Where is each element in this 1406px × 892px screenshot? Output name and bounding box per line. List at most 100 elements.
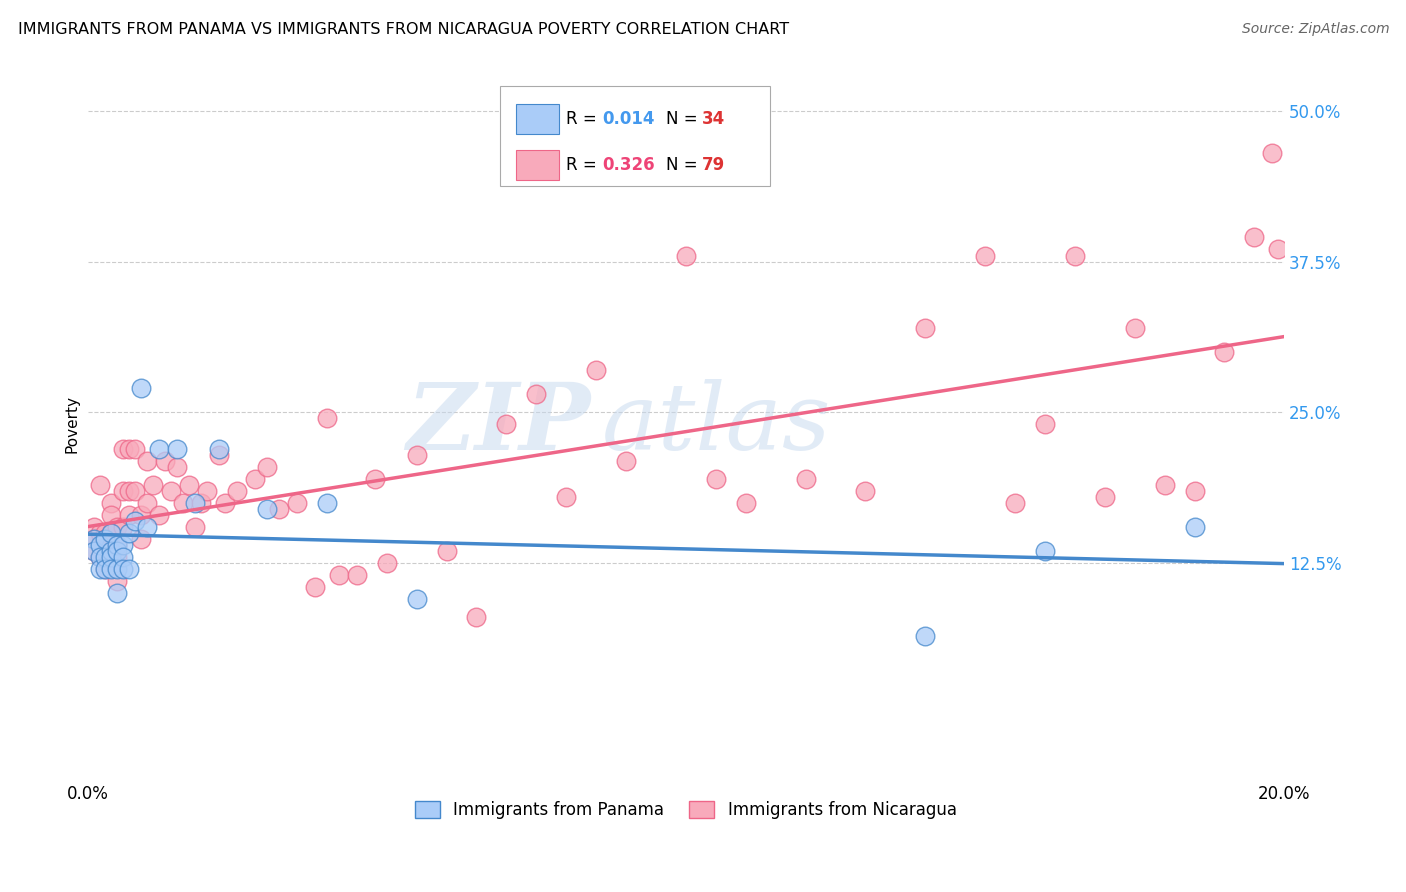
Point [1004,496,1026,510]
Point [112,538,135,552]
Point [107,550,129,565]
Point [112,550,135,565]
Point [436,544,458,558]
Point [1063,248,1085,262]
Point [166,459,188,474]
Point [1267,243,1289,257]
Point [974,248,997,262]
Point [160,483,183,498]
Point [83,532,105,546]
Point [142,477,165,491]
Text: N =: N = [665,110,703,128]
Point [100,508,122,522]
Point [495,417,517,432]
Point [124,442,146,456]
Point [112,483,135,498]
Point [1261,145,1284,160]
Point [112,442,135,456]
Text: 34: 34 [702,110,724,128]
Legend: Immigrants from Panama, Immigrants from Nicaragua: Immigrants from Panama, Immigrants from … [408,794,963,825]
Point [179,477,201,491]
Point [304,580,326,594]
Point [256,459,278,474]
Point [316,411,339,425]
Point [94,562,117,576]
Point [148,508,170,522]
Text: atlas: atlas [602,379,832,469]
Point [83,544,105,558]
Point [794,472,817,486]
Point [226,483,249,498]
Point [136,496,159,510]
Point [155,453,177,467]
Point [914,321,936,335]
Point [100,550,122,565]
Text: ZIP: ZIP [406,379,591,469]
Point [190,496,212,510]
Point [465,610,488,624]
Point [1184,483,1206,498]
Point [184,496,207,510]
Point [136,520,159,534]
Point [585,363,607,377]
FancyBboxPatch shape [516,104,560,134]
Text: 0.014: 0.014 [602,110,655,128]
Point [124,514,146,528]
Point [256,501,278,516]
Point [285,496,308,510]
Point [555,490,578,504]
Point [208,448,231,462]
Point [107,562,129,576]
Point [184,520,207,534]
Point [107,520,129,534]
Point [131,381,153,395]
Point [195,483,218,498]
FancyBboxPatch shape [501,87,769,186]
Point [364,472,387,486]
Text: R =: R = [567,110,602,128]
Point [1243,230,1265,244]
Point [166,442,188,456]
Point [94,532,117,546]
FancyBboxPatch shape [516,151,560,180]
Point [1033,544,1056,558]
Point [83,544,105,558]
Text: R =: R = [567,156,602,174]
Point [131,532,153,546]
Point [214,496,236,510]
Point [118,526,141,541]
Point [100,526,122,541]
Point [100,526,122,541]
Point [914,628,936,642]
Point [112,562,135,576]
Point [112,520,135,534]
Point [107,544,129,558]
Text: N =: N = [665,156,703,174]
Point [208,442,231,456]
Point [118,483,141,498]
Point [118,508,141,522]
Point [83,532,105,546]
Point [94,544,117,558]
Point [704,472,727,486]
Point [855,483,877,498]
Point [405,592,427,607]
Point [346,568,368,582]
Point [734,496,756,510]
Point [1184,520,1206,534]
Point [1033,417,1056,432]
Point [89,562,111,576]
Point [107,574,129,589]
Point [614,453,637,467]
Point [172,496,194,510]
Point [124,483,146,498]
Point [131,508,153,522]
Text: Source: ZipAtlas.com: Source: ZipAtlas.com [1241,22,1389,37]
Point [94,526,117,541]
Y-axis label: Poverty: Poverty [65,395,79,453]
Point [89,477,111,491]
Point [107,538,129,552]
Point [118,562,141,576]
Point [1123,321,1146,335]
Point [89,526,111,541]
